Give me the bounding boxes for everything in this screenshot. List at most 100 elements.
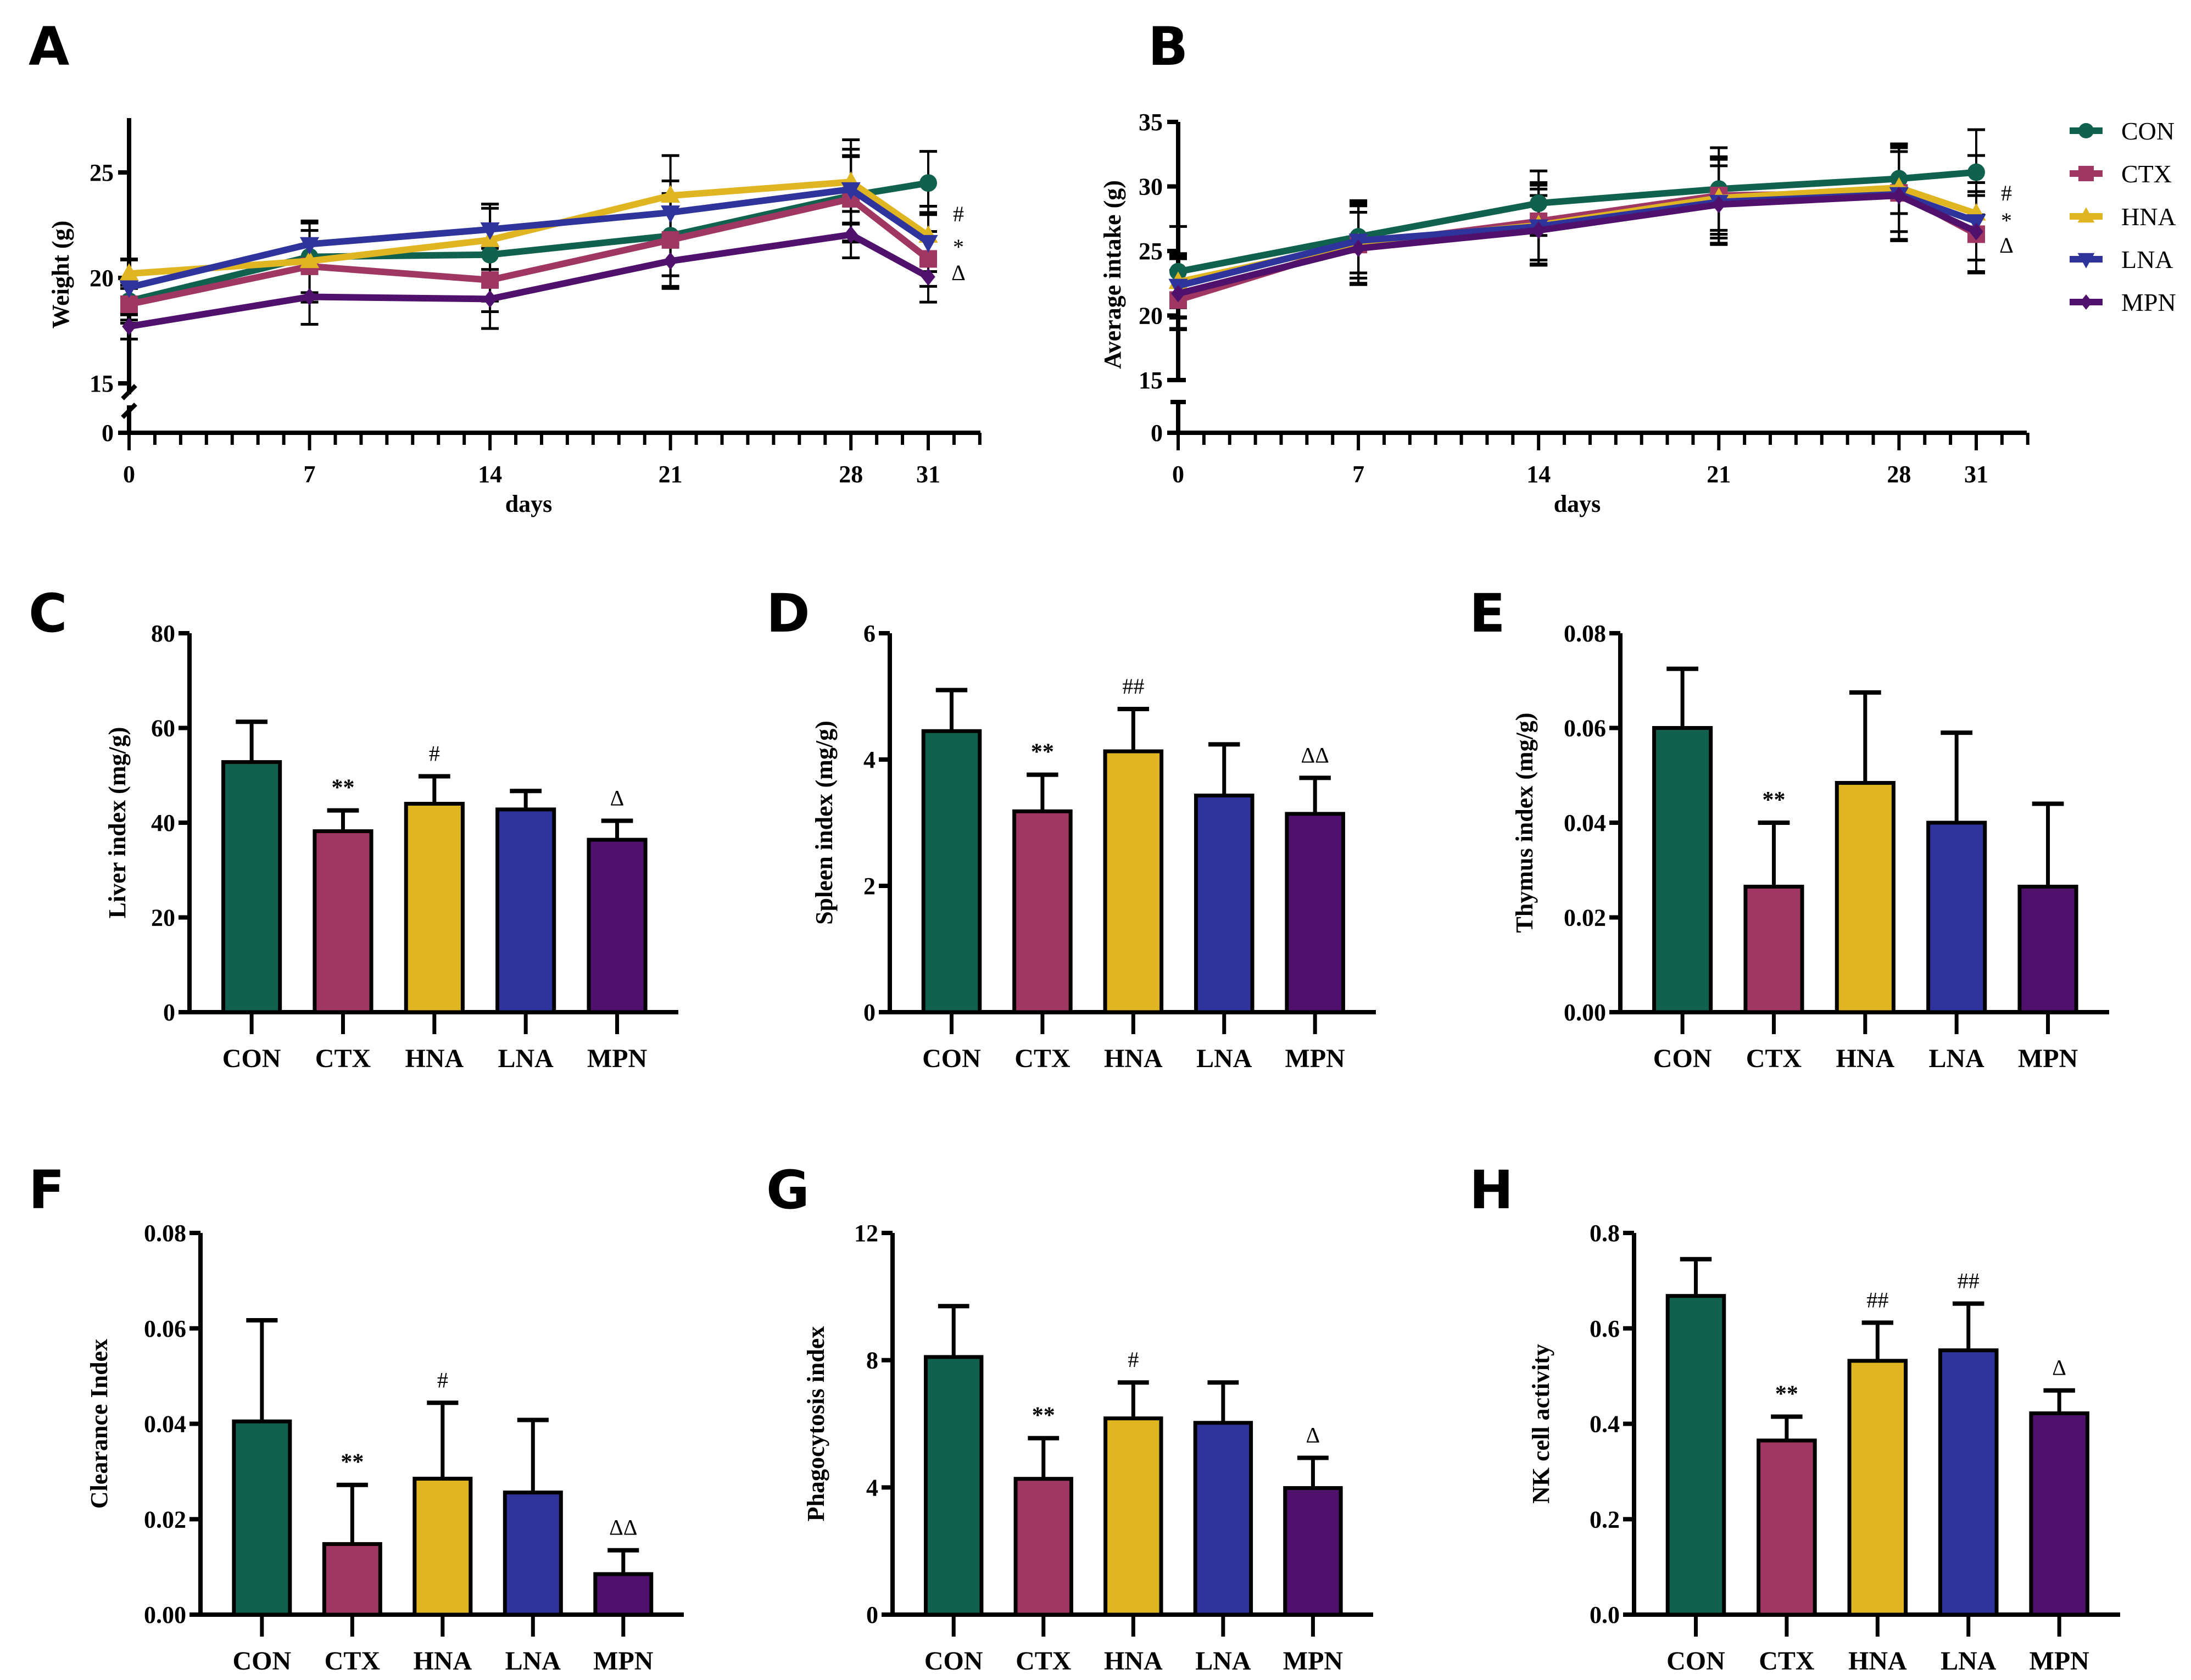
data-point — [921, 268, 935, 286]
bar — [1743, 884, 1804, 1014]
category-label: CON — [922, 1044, 981, 1073]
series-line — [1177, 192, 1978, 297]
bar — [1283, 1486, 1343, 1617]
category-label: HNA — [1848, 1646, 1907, 1676]
significance-mark: # — [953, 202, 964, 226]
series-con — [120, 148, 937, 322]
legend-label: CTX — [2121, 160, 2172, 188]
y-tick-label: 0.4 — [1590, 1411, 1620, 1438]
panel-f: F 0.00 0.02 0.04 0.06 0.08 Clearance Index CON C… — [29, 1159, 684, 1676]
panel-c: C 0 20 40 60 80 Liver index (mg/g) CON CTX ** HNA #… — [29, 583, 678, 1073]
bar-group-ctx: CTX ** — [322, 1450, 382, 1676]
x-tick-label: 28 — [1887, 461, 1911, 488]
y-axis-label: Average intake (g) — [1099, 180, 1126, 369]
bar-group-mpn: MPN ΔΔ — [1285, 743, 1345, 1073]
bar — [921, 729, 982, 1014]
bar — [924, 1355, 984, 1617]
bar — [221, 760, 282, 1014]
bar — [1835, 781, 1895, 1014]
series-line — [128, 186, 930, 291]
category-label: LNA — [1195, 1646, 1251, 1676]
bar — [1103, 1416, 1163, 1617]
data-point — [661, 205, 681, 224]
panel-a: A 0 7 14 21 28 31 0 15 20 25 Weight (g) days # *Δ — [29, 16, 982, 517]
legend-label: HNA — [2121, 203, 2176, 231]
series-line-mpn — [1171, 186, 1983, 303]
y-tick-label: 40 — [151, 810, 175, 836]
bar — [495, 807, 556, 1014]
y-tick-label: 0.08 — [144, 1220, 186, 1247]
y-tick-label: 8 — [866, 1347, 878, 1374]
significance-mark: # — [437, 1368, 448, 1392]
data-point — [481, 271, 499, 289]
axes — [121, 118, 982, 450]
bar-group-mpn: MPN Δ — [587, 786, 648, 1073]
bar-group-con: CON — [924, 1304, 984, 1676]
category-label: LNA — [498, 1044, 554, 1073]
bar-group-ctx: CTX ** — [1013, 1403, 1073, 1676]
bar — [1194, 794, 1255, 1014]
y-tick-label: 0.02 — [144, 1506, 186, 1533]
category-label: CON — [1653, 1044, 1712, 1073]
panel-letter: A — [29, 16, 69, 77]
significance-mark: # — [1128, 1347, 1139, 1372]
legend-marker — [2080, 294, 2093, 310]
y-axis-label: Spleen index (mg/g) — [811, 721, 838, 925]
legend-item-hna: HNA — [2070, 203, 2176, 231]
y-tick-label: 4 — [866, 1474, 878, 1501]
significance-mark: ** — [331, 775, 354, 801]
y-tick-label: 0.04 — [1564, 810, 1606, 836]
bar — [313, 829, 373, 1014]
y-tick-label: 0.8 — [1590, 1220, 1620, 1247]
legend-item-con: CON — [2070, 117, 2175, 145]
significance-mark: ΔΔ — [609, 1515, 637, 1540]
panel-letter: G — [766, 1159, 810, 1221]
y-tick-label: 20 — [151, 905, 175, 931]
y-tick-label: 15 — [90, 370, 114, 397]
axis-break-mark — [121, 384, 137, 400]
category-label: HNA — [1836, 1044, 1894, 1073]
category-label: CTX — [1746, 1044, 1802, 1073]
bar-group-mpn: MPN — [2017, 801, 2078, 1073]
bar-group-con: CON — [1652, 666, 1713, 1073]
legend-label: MPN — [2121, 288, 2176, 316]
data-point — [302, 288, 317, 306]
series-line-lna — [119, 182, 938, 298]
bar-group-mpn: MPN Δ — [2029, 1355, 2089, 1676]
y-axis-label: Phagocytosis index — [802, 1326, 829, 1522]
y-tick-label: 0.06 — [144, 1315, 186, 1342]
category-label: CTX — [325, 1646, 381, 1676]
data-point — [844, 226, 858, 244]
significance-mark: ** — [1762, 788, 1785, 813]
data-point — [299, 250, 320, 269]
data-point — [299, 237, 320, 255]
bar-group-con: CON — [232, 1318, 292, 1676]
significance-mark: * — [2001, 208, 2012, 233]
bar — [322, 1542, 382, 1617]
series-line — [1177, 169, 1977, 275]
bar — [1193, 1421, 1253, 1617]
significance-mark: Δ — [1306, 1422, 1320, 1447]
x-axis-label: days — [505, 490, 553, 517]
legend-marker — [2078, 123, 2094, 138]
data-point — [480, 222, 500, 240]
bar-group-hna: HNA ## — [1103, 674, 1164, 1073]
x-tick-label: 0 — [1172, 461, 1184, 488]
category-label: CTX — [315, 1044, 371, 1073]
bar — [503, 1491, 563, 1617]
axis-break-mark — [121, 403, 137, 419]
y-tick-label: 0 — [863, 999, 876, 1026]
significance-mark: ΔΔ — [1301, 743, 1329, 767]
category-label: CON — [1666, 1646, 1725, 1676]
bar-group-lna: LNA — [1193, 1380, 1253, 1676]
category-label: MPN — [1283, 1646, 1343, 1676]
series-lna — [1169, 146, 1985, 320]
y-tick-label: 0.6 — [1590, 1315, 1620, 1342]
significance-mark: Δ — [610, 786, 625, 811]
significance-mark: Δ — [2052, 1355, 2066, 1380]
bar-group-con: CON — [1665, 1257, 1726, 1676]
series-line-lna — [1168, 187, 1986, 297]
legend-label: LNA — [2121, 245, 2173, 274]
significance-mark: * — [953, 235, 964, 259]
x-tick-label: 14 — [1526, 461, 1551, 488]
